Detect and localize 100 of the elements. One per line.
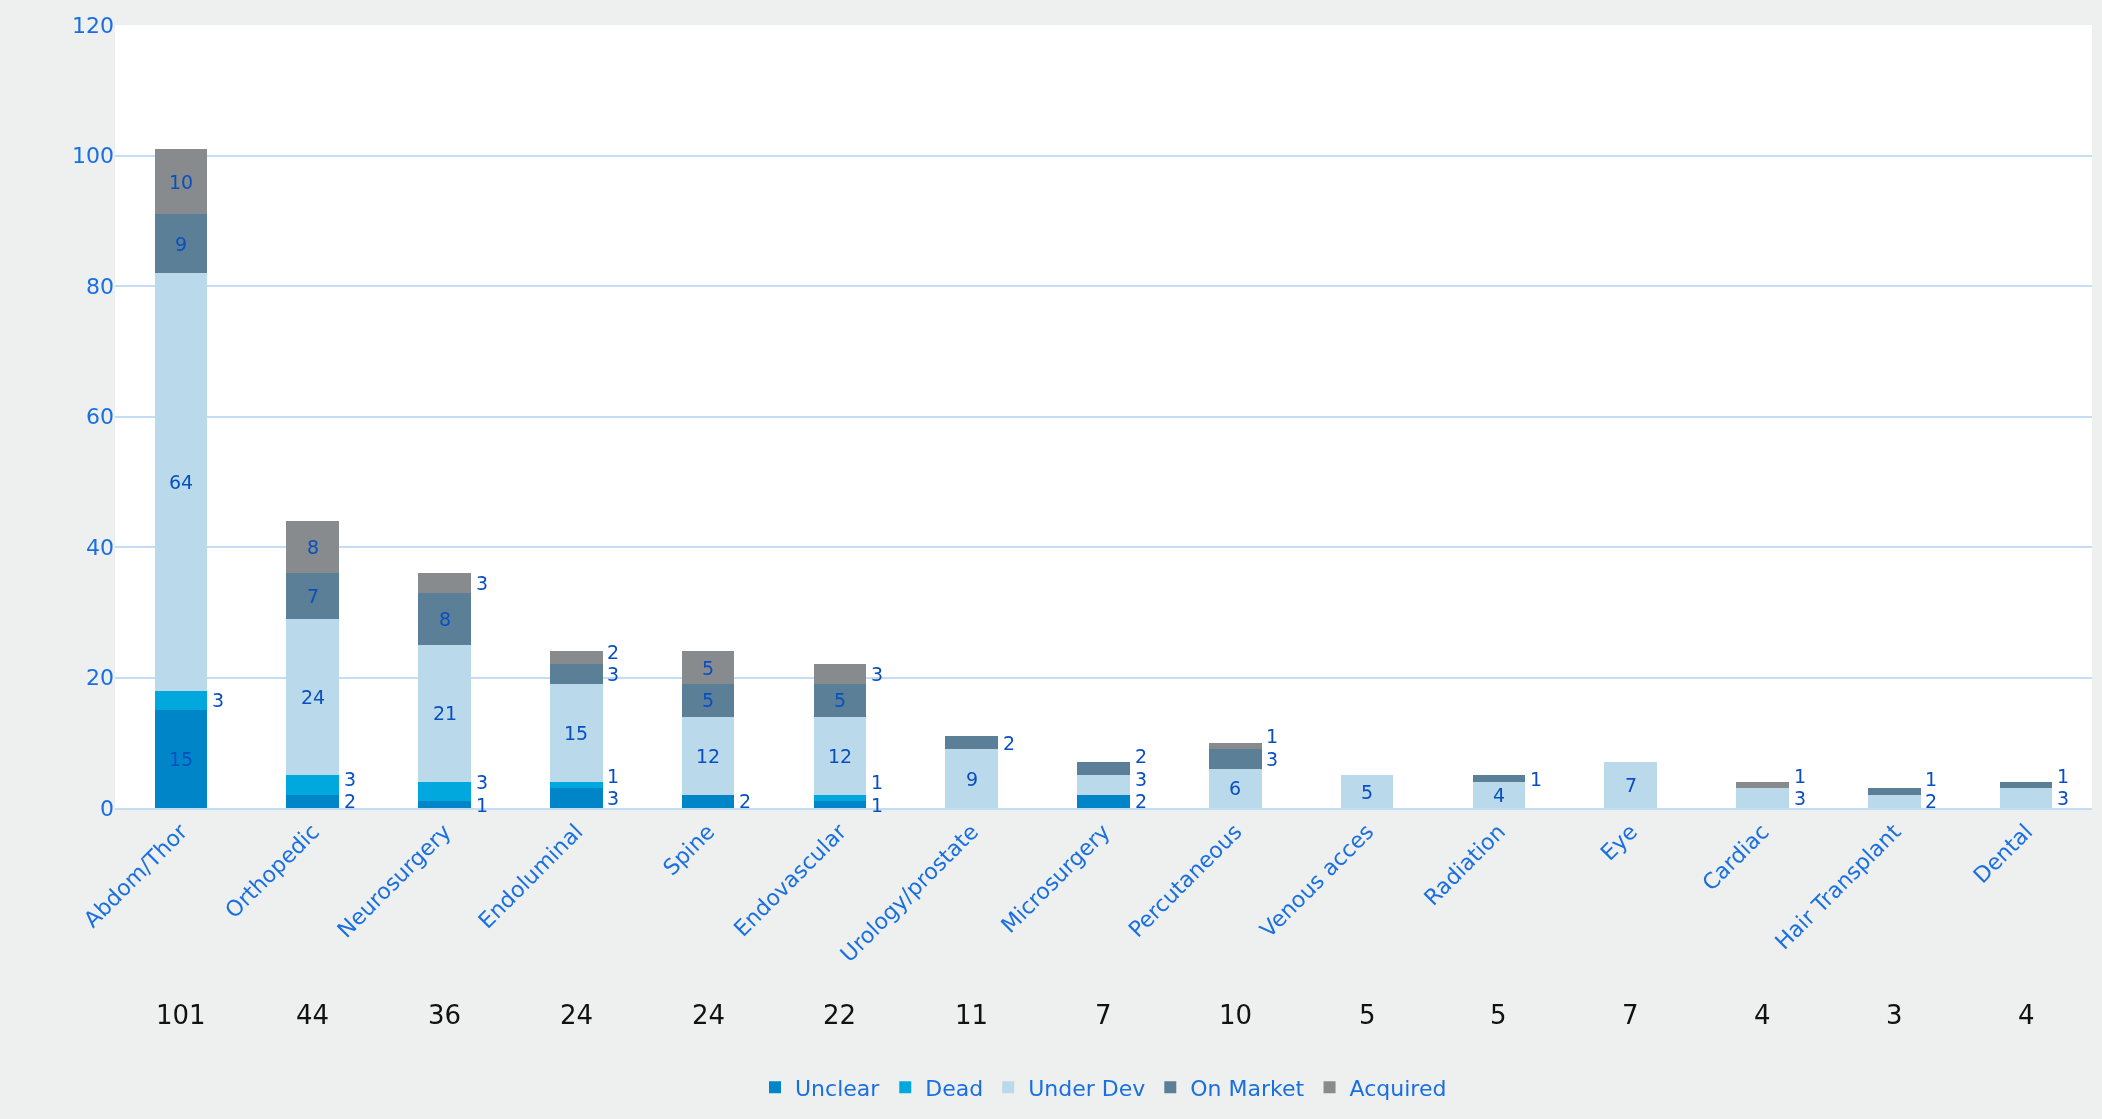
data-label: 2 bbox=[1003, 732, 1016, 754]
data-label: 21 bbox=[433, 702, 458, 724]
data-label: 2 bbox=[1135, 745, 1148, 767]
bar bbox=[1208, 742, 1262, 750]
text: 24 bbox=[560, 1000, 594, 1030]
data-label: 15 bbox=[564, 722, 589, 744]
data-label: 3 bbox=[476, 771, 489, 793]
data-label: 12 bbox=[696, 745, 721, 767]
y-tick-label: 0 bbox=[100, 795, 114, 821]
legend-label: Unclear bbox=[795, 1075, 881, 1101]
data-label: 10 bbox=[169, 171, 194, 193]
data-label: 5 bbox=[834, 689, 847, 711]
data-label: 3 bbox=[607, 663, 620, 685]
data-label: 1 bbox=[1925, 768, 1938, 790]
data-label: 2 bbox=[1925, 790, 1938, 812]
text: 36 bbox=[428, 1000, 462, 1030]
data-label: 1 bbox=[2057, 765, 2070, 787]
data-label: 2 bbox=[344, 790, 357, 812]
bar bbox=[286, 573, 340, 619]
bar bbox=[681, 651, 735, 685]
data-label: 8 bbox=[439, 608, 452, 630]
data-label: 1 bbox=[1794, 765, 1807, 787]
bar bbox=[286, 520, 340, 574]
data-label: 8 bbox=[307, 536, 320, 558]
bar bbox=[154, 710, 208, 808]
data-label: 1 bbox=[607, 765, 620, 787]
y-tick-label: 40 bbox=[86, 534, 114, 560]
data-label: 2 bbox=[607, 641, 620, 663]
text: 4 bbox=[1754, 1000, 1771, 1030]
bar bbox=[1077, 794, 1130, 808]
data-label: 3 bbox=[1266, 748, 1279, 770]
text: 7 bbox=[1622, 1000, 1639, 1030]
y-tick-label: 60 bbox=[86, 404, 114, 430]
data-label: 5 bbox=[1361, 781, 1374, 803]
text: 5 bbox=[1359, 1000, 1376, 1030]
data-label: 3 bbox=[344, 768, 357, 790]
data-label: 4 bbox=[1493, 784, 1506, 806]
text: 3 bbox=[1886, 1000, 1903, 1030]
bar bbox=[418, 801, 471, 808]
data-label: 5 bbox=[702, 657, 715, 679]
data-label: 7 bbox=[1625, 774, 1638, 796]
data-label: 7 bbox=[307, 585, 320, 607]
data-label: 1 bbox=[1266, 725, 1279, 747]
bar bbox=[418, 573, 471, 593]
bar bbox=[1999, 781, 2053, 789]
data-label: 3 bbox=[871, 663, 884, 685]
bar bbox=[549, 684, 603, 782]
bar bbox=[1077, 775, 1130, 795]
y-tick-label: 80 bbox=[86, 273, 114, 299]
legend-label: Under Dev bbox=[1028, 1075, 1146, 1101]
data-label: 64 bbox=[169, 471, 194, 493]
text: 5 bbox=[1490, 1000, 1507, 1030]
bar bbox=[154, 214, 208, 273]
text: 11 bbox=[955, 1000, 989, 1030]
text: 44 bbox=[296, 1000, 330, 1030]
bar bbox=[286, 775, 340, 795]
text: 24 bbox=[692, 1000, 726, 1030]
text: 101 bbox=[156, 1000, 206, 1030]
bar bbox=[1867, 788, 1921, 795]
data-label: 3 bbox=[2057, 787, 2070, 809]
data-label: 3 bbox=[212, 689, 225, 711]
bar bbox=[1208, 749, 1262, 769]
y-tick-label: 20 bbox=[86, 665, 114, 691]
bar bbox=[549, 664, 603, 685]
bar bbox=[681, 716, 735, 795]
bar bbox=[813, 684, 867, 717]
bar bbox=[813, 716, 867, 795]
data-label: 3 bbox=[1135, 768, 1148, 790]
data-label: 2 bbox=[1135, 790, 1148, 812]
data-label: 6 bbox=[1229, 777, 1242, 799]
data-label: 9 bbox=[175, 233, 188, 255]
data-label: 3 bbox=[476, 572, 489, 594]
data-label: 24 bbox=[301, 686, 326, 708]
y-tick-label: 100 bbox=[72, 143, 114, 169]
bar bbox=[1077, 762, 1130, 776]
data-label: 3 bbox=[607, 787, 620, 809]
bar bbox=[418, 592, 471, 645]
y-tick-label: 120 bbox=[72, 12, 114, 38]
bar bbox=[813, 801, 867, 808]
x-tick-label: Eye bbox=[1595, 819, 1643, 866]
bar bbox=[549, 788, 603, 808]
bar bbox=[154, 690, 208, 711]
bar bbox=[549, 651, 603, 665]
data-label: 3 bbox=[1794, 787, 1807, 809]
bar bbox=[813, 664, 867, 685]
data-label: 12 bbox=[828, 745, 853, 767]
text: 10 bbox=[1219, 1000, 1253, 1030]
bar bbox=[681, 794, 735, 808]
data-label: 1 bbox=[1530, 768, 1543, 790]
bar bbox=[418, 781, 471, 802]
bar bbox=[154, 148, 208, 215]
legend-label: On Market bbox=[1190, 1075, 1305, 1101]
bar bbox=[549, 781, 603, 789]
bar bbox=[681, 684, 735, 717]
bar bbox=[1736, 781, 1789, 789]
data-label: 2 bbox=[739, 790, 752, 812]
bar bbox=[286, 794, 340, 808]
text: 4 bbox=[2018, 1000, 2035, 1030]
bar bbox=[945, 736, 999, 750]
legend-label: Dead bbox=[925, 1075, 984, 1101]
